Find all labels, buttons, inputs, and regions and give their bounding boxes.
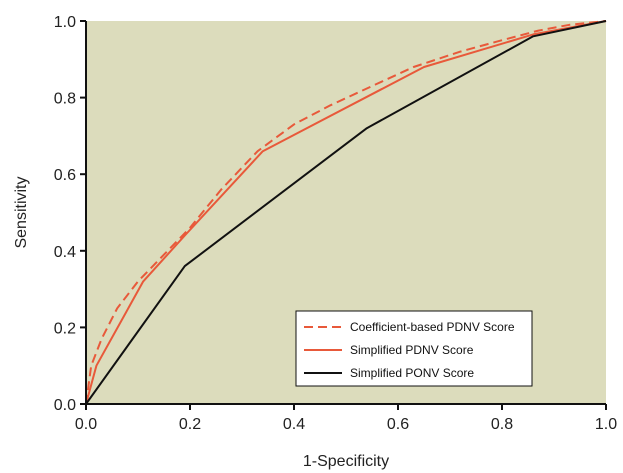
legend: Coefficient-based PDNV Score Simplified P… [295, 310, 533, 387]
axis-layer: 0.0 0.2 0.4 0.6 0.8 1.0 0.0 0.2 0.4 0.6 0.8 1.0 [54, 14, 617, 433]
legend-label-0: Coefficient-based PDNV Score [350, 320, 515, 334]
x-tick-label: 0.2 [179, 416, 201, 433]
x-tick-label: 1.0 [595, 416, 617, 433]
legend-items: Coefficient-based PDNV Score Simplified P… [304, 320, 515, 380]
legend-label-1: Simplified PDNV Score [350, 343, 474, 357]
y-tick-label: 0.4 [54, 244, 76, 261]
x-tick-label: 0.8 [491, 416, 513, 433]
series-layer [85, 20, 607, 405]
y-tick-label: 0.6 [54, 167, 76, 184]
y-tick-label: 0.0 [54, 397, 76, 414]
series-line-1 [85, 20, 607, 405]
x-tick-label: 0.6 [387, 416, 409, 433]
x-tick-label: 0.0 [75, 416, 97, 433]
y-tick-label: 1.0 [54, 14, 76, 31]
x-tick-label: 0.4 [283, 416, 305, 433]
y-tick-label: 0.2 [54, 320, 76, 337]
y-axis-title: Sensitivity [13, 176, 30, 248]
y-tick-label: 0.8 [54, 91, 76, 108]
series-line-2 [85, 20, 607, 405]
series-line-0 [85, 20, 607, 405]
legend-label-2: Simplified PONV Score [350, 366, 474, 380]
x-axis-title: 1-Specificity [303, 453, 389, 470]
